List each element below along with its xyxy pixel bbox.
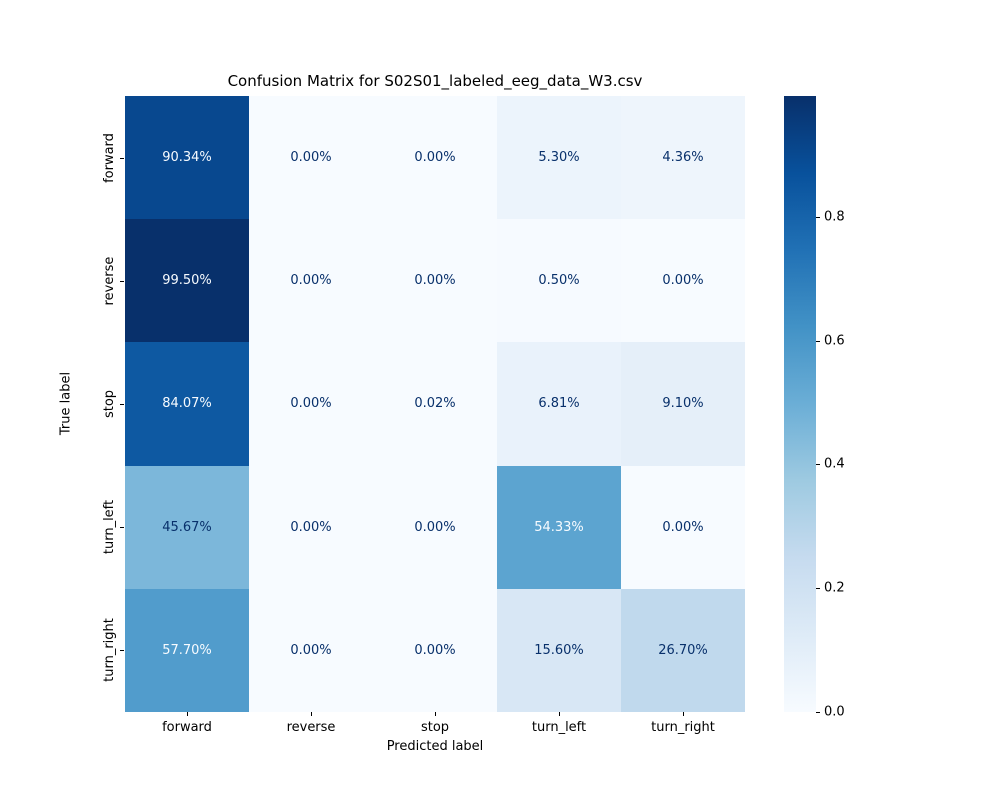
x-tick-label-forward: forward: [162, 720, 212, 735]
colorbar-tick-label-0.4: 0.4: [824, 456, 845, 472]
heatmap-cell-stop-turn_left: 6.81%: [497, 342, 621, 466]
heatmap-cell-forward-turn_left: 5.30%: [497, 96, 621, 220]
chart-title: Confusion Matrix for S02S01_labeled_eeg_…: [227, 72, 643, 90]
heatmap-cell-forward-reverse: 0.00%: [249, 96, 373, 220]
colorbar-tick-mark: [816, 588, 820, 590]
x-tick-mark: [559, 712, 560, 716]
x-tick-mark: [683, 712, 684, 716]
x-tick-mark: [187, 712, 188, 716]
heatmap-cell-turn_right-turn_left: 15.60%: [497, 588, 621, 712]
heatmap-cell-turn_left-reverse: 0.00%: [249, 465, 373, 589]
colorbar-tick-label-0.8: 0.8: [824, 209, 845, 225]
x-tick-mark: [435, 712, 436, 716]
heatmap-cell-turn_left-turn_right: 0.00%: [621, 465, 745, 589]
colorbar-tick-mark: [816, 464, 820, 466]
heatmap-cell-stop-reverse: 0.00%: [249, 342, 373, 466]
heatmap-cell-turn_left-forward: 45.67%: [125, 465, 249, 589]
y-tick-label-turn_right: turn_right: [102, 618, 117, 683]
heatmap-cell-reverse-stop: 0.00%: [373, 219, 497, 343]
y-axis-label: True label: [58, 371, 74, 436]
heatmap-cell-stop-turn_right: 9.10%: [621, 342, 745, 466]
x-tick-label-turn_right: turn_right: [651, 720, 715, 735]
heatmap-cell-turn_left-stop: 0.00%: [373, 465, 497, 589]
y-tick-mark: [120, 650, 124, 652]
colorbar-tick-label-0.6: 0.6: [824, 333, 845, 349]
colorbar-tick-mark: [816, 712, 820, 713]
y-tick-mark: [120, 157, 124, 159]
heatmap-cell-turn_right-forward: 57.70%: [125, 588, 249, 712]
y-tick-mark: [120, 280, 124, 282]
heatmap-cell-forward-turn_right: 4.36%: [621, 96, 745, 220]
x-tick-label-stop: stop: [420, 720, 450, 735]
heatmap-cell-forward-forward: 90.34%: [125, 96, 249, 220]
colorbar-tick-label-0.2: 0.2: [824, 580, 845, 596]
x-tick-label-reverse: reverse: [286, 720, 336, 735]
heatmap-cell-turn_right-turn_right: 26.70%: [621, 588, 745, 712]
y-tick-label-forward: forward: [102, 132, 117, 183]
y-tick-mark: [120, 527, 124, 529]
heatmap-cell-reverse-turn_right: 0.00%: [621, 219, 745, 343]
heatmap-cell-reverse-forward: 99.50%: [125, 219, 249, 343]
x-tick-label-turn_left: turn_left: [531, 720, 587, 735]
heatmap: 90.34% 0.00% 0.00% 5.30% 4.36% 99.50% 0.00% 0.0…: [125, 96, 745, 712]
y-tick-label-reverse: reverse: [102, 256, 117, 306]
y-tick-label-turn_left: turn_left: [102, 500, 117, 555]
colorbar-tick-label-0.0: 0.0: [824, 704, 845, 720]
colorbar-tick-mark: [816, 216, 820, 218]
x-axis-label: Predicted label: [386, 739, 484, 754]
heatmap-cell-stop-forward: 84.07%: [125, 342, 249, 466]
heatmap-cell-turn_left-turn_left: 54.33%: [497, 465, 621, 589]
colorbar: [784, 96, 816, 712]
heatmap-cell-reverse-turn_left: 0.50%: [497, 219, 621, 343]
heatmap-cell-reverse-reverse: 0.00%: [249, 219, 373, 343]
heatmap-cell-turn_right-reverse: 0.00%: [249, 588, 373, 712]
x-tick-mark: [311, 712, 312, 716]
colorbar-tick-mark: [816, 340, 820, 342]
heatmap-cell-turn_right-stop: 0.00%: [373, 588, 497, 712]
y-tick-label-stop: stop: [102, 389, 117, 419]
y-tick-mark: [120, 404, 124, 405]
heatmap-cell-forward-stop: 0.00%: [373, 96, 497, 220]
heatmap-cell-stop-stop: 0.02%: [373, 342, 497, 466]
